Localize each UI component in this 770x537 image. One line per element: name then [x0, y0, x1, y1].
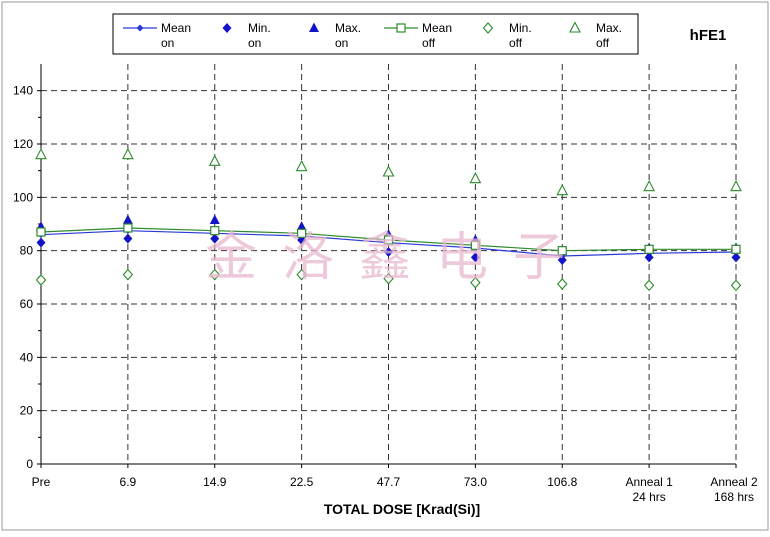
legend-marker-4 — [482, 22, 494, 34]
legend-box — [112, 13, 639, 55]
x-tick-label: 6.9 — [120, 475, 137, 489]
legend-marker-0 — [136, 24, 144, 32]
tick-labels: 0 20 40 60 80 100 120 140 Pre 6.9 14.9 22.5 47.7 73.0… — [13, 84, 758, 504]
data-point-s5 — [556, 183, 569, 196]
data-point-s3 — [36, 227, 46, 237]
y-tick-label: 40 — [20, 350, 34, 364]
legend-label-0: Mean — [161, 21, 191, 35]
x-axis-title: TOTAL DOSE [Krad(Si)] — [324, 501, 480, 517]
y-tick-label: 100 — [13, 190, 33, 204]
y-tick-label: 120 — [13, 137, 33, 151]
data-point-s3 — [731, 244, 741, 254]
y-tick-label: 140 — [13, 84, 33, 98]
data-point-s3 — [644, 244, 654, 254]
x-tick-label: Anneal 1 — [625, 475, 673, 489]
legend-marker-1 — [222, 23, 232, 33]
legend-label-1: on — [248, 36, 261, 50]
data-point-s2 — [296, 221, 307, 231]
data-point-s3 — [210, 226, 220, 236]
x-tick-label: Anneal 2 — [710, 475, 758, 489]
data-point-s4 — [470, 276, 481, 289]
x-tick-label: 14.9 — [203, 475, 227, 489]
data-point-s4 — [209, 268, 220, 281]
data-point-s5 — [643, 179, 656, 192]
data-point-s4 — [35, 274, 47, 286]
data-point-s1 — [731, 252, 741, 263]
y-tick-label: 60 — [20, 297, 34, 311]
y-tick-label: 20 — [20, 404, 34, 418]
chart-title: hFE1 — [690, 27, 727, 44]
x-tick-label: Pre — [32, 475, 51, 489]
legend-label-5: Max. — [596, 21, 622, 35]
data-point-s1 — [557, 255, 567, 265]
legend-marker-3 — [396, 23, 406, 33]
data-point-s3 — [557, 246, 567, 256]
data-point-s4 — [122, 268, 134, 281]
data-point-s4 — [730, 279, 742, 292]
legend-label-2: Max. — [335, 21, 361, 35]
legend-label-4: off — [509, 36, 523, 50]
data-point-s1 — [470, 252, 480, 263]
data-point-s1 — [123, 233, 133, 244]
data-point-s3 — [383, 235, 394, 245]
data-point-s2 — [209, 214, 220, 224]
x-tick-label: 168 hrs — [714, 490, 754, 504]
data-point-s4 — [643, 279, 655, 292]
series-layer — [35, 147, 742, 292]
data-point-s5 — [35, 147, 47, 160]
legend-label-3: off — [422, 36, 436, 50]
data-point-s2 — [122, 214, 133, 224]
data-point-s3 — [470, 240, 480, 250]
data-point-s5 — [382, 165, 395, 177]
data-point-s4 — [296, 268, 307, 281]
data-point-s1 — [210, 233, 220, 244]
legend-marker-2 — [309, 22, 319, 32]
data-point-s5 — [469, 171, 482, 184]
data-point-s5 — [208, 154, 221, 166]
x-tick-label: 47.7 — [377, 475, 401, 489]
data-point-s4 — [557, 278, 568, 290]
axes — [37, 64, 737, 468]
data-point-s1 — [644, 252, 654, 263]
data-point-s4 — [383, 272, 394, 285]
data-point-s3 — [123, 223, 133, 233]
legend-label-1: Min. — [248, 21, 271, 35]
legend-label-3: Mean — [422, 21, 452, 35]
data-point-s5 — [295, 159, 308, 172]
y-tick-label: 80 — [20, 244, 34, 258]
legend-label-0: on — [161, 36, 174, 50]
data-point-s1 — [36, 237, 46, 248]
x-tick-label: 106.8 — [547, 475, 577, 489]
data-point-s5 — [121, 147, 134, 160]
legend-label-5: off — [596, 36, 610, 50]
legend-marker-5 — [569, 21, 581, 33]
x-tick-label: 22.5 — [290, 475, 314, 489]
x-tick-label: 24 hrs — [632, 490, 665, 504]
x-tick-label: 73.0 — [464, 475, 488, 489]
legend-label-4: Min. — [509, 21, 532, 35]
legend-label-2: on — [335, 36, 348, 50]
data-point-s5 — [730, 179, 742, 192]
data-point-s1 — [384, 247, 393, 257]
y-tick-label: 0 — [26, 457, 33, 471]
data-point-s3 — [297, 228, 307, 238]
